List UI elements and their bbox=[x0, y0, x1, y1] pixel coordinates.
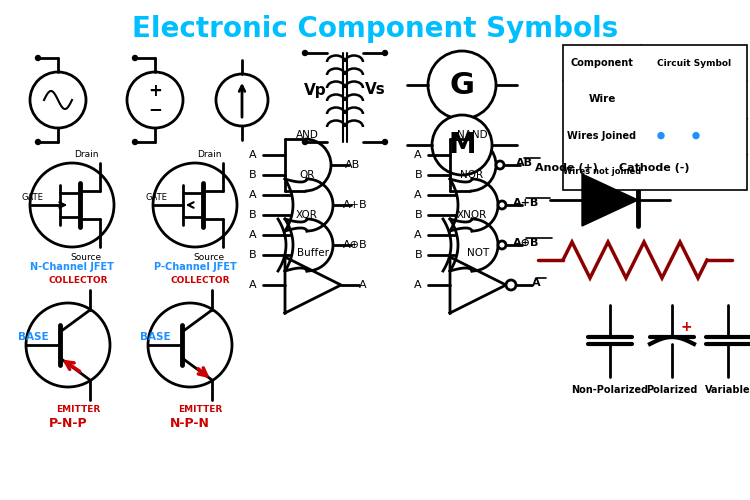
Text: B: B bbox=[249, 210, 257, 220]
Text: Circuit Symbol: Circuit Symbol bbox=[657, 58, 731, 68]
Circle shape bbox=[498, 201, 506, 209]
Text: XNOR: XNOR bbox=[457, 210, 488, 220]
Text: Drain: Drain bbox=[74, 150, 98, 159]
Text: A⊕B: A⊕B bbox=[513, 238, 539, 248]
Text: Component: Component bbox=[571, 58, 634, 68]
Text: Electronic Component Symbols: Electronic Component Symbols bbox=[132, 15, 618, 43]
Text: EMITTER: EMITTER bbox=[56, 405, 100, 414]
Text: COLLECTOR: COLLECTOR bbox=[170, 276, 230, 285]
Circle shape bbox=[496, 161, 504, 169]
Text: A: A bbox=[249, 280, 257, 290]
Text: N-P-N: N-P-N bbox=[170, 417, 210, 430]
Circle shape bbox=[498, 201, 506, 209]
Text: GATE: GATE bbox=[22, 193, 44, 202]
Text: AND: AND bbox=[296, 130, 319, 140]
Text: M: M bbox=[448, 131, 476, 159]
Circle shape bbox=[35, 140, 40, 144]
Text: NAND: NAND bbox=[457, 130, 488, 140]
Text: Vp: Vp bbox=[304, 82, 326, 98]
Text: EMITTER: EMITTER bbox=[178, 405, 222, 414]
Circle shape bbox=[506, 280, 516, 290]
Text: A: A bbox=[249, 230, 257, 240]
Circle shape bbox=[133, 56, 137, 60]
Text: +: + bbox=[148, 82, 162, 100]
Circle shape bbox=[658, 132, 664, 138]
Text: COLLECTOR: COLLECTOR bbox=[48, 276, 108, 285]
Text: XOR: XOR bbox=[296, 210, 318, 220]
Circle shape bbox=[496, 161, 504, 169]
Circle shape bbox=[302, 140, 307, 144]
Text: Wires Joined: Wires Joined bbox=[568, 130, 637, 140]
Circle shape bbox=[428, 51, 496, 119]
Text: BASE: BASE bbox=[18, 332, 49, 342]
Text: GATE: GATE bbox=[145, 193, 166, 202]
Text: A: A bbox=[249, 190, 257, 200]
Text: A+B: A+B bbox=[513, 198, 539, 208]
Bar bbox=[563, 45, 747, 190]
Circle shape bbox=[432, 115, 492, 175]
Text: OR: OR bbox=[299, 170, 315, 180]
Text: G: G bbox=[449, 70, 475, 100]
Circle shape bbox=[382, 140, 388, 144]
Text: B: B bbox=[414, 170, 422, 180]
Text: P-Channel JFET: P-Channel JFET bbox=[154, 262, 236, 272]
Text: Wire: Wire bbox=[588, 94, 616, 104]
Text: A: A bbox=[359, 280, 367, 290]
Text: Cathode (-): Cathode (-) bbox=[619, 163, 689, 173]
Polygon shape bbox=[582, 174, 638, 226]
Text: A: A bbox=[414, 150, 422, 160]
Text: B: B bbox=[414, 210, 422, 220]
Text: Non-Polarized: Non-Polarized bbox=[572, 385, 649, 395]
Text: A+B: A+B bbox=[343, 200, 368, 210]
Text: Polarized: Polarized bbox=[646, 385, 698, 395]
Text: AB: AB bbox=[515, 158, 532, 168]
Circle shape bbox=[216, 74, 268, 126]
Text: Buffer: Buffer bbox=[297, 248, 329, 258]
Circle shape bbox=[30, 72, 86, 128]
Circle shape bbox=[30, 163, 114, 247]
Text: Source: Source bbox=[70, 253, 101, 262]
Text: A: A bbox=[414, 230, 422, 240]
Text: BASE: BASE bbox=[140, 332, 170, 342]
Text: −: − bbox=[148, 100, 162, 118]
Text: N-Channel JFET: N-Channel JFET bbox=[30, 262, 114, 272]
Circle shape bbox=[382, 50, 388, 56]
Text: P-N-P: P-N-P bbox=[49, 417, 87, 430]
Circle shape bbox=[302, 50, 307, 56]
Circle shape bbox=[153, 163, 237, 247]
Text: Vs: Vs bbox=[364, 82, 386, 98]
Text: B: B bbox=[414, 250, 422, 260]
Circle shape bbox=[498, 241, 506, 249]
Text: Wires not joined: Wires not joined bbox=[562, 168, 641, 176]
Circle shape bbox=[127, 72, 183, 128]
Text: NOR: NOR bbox=[460, 170, 484, 180]
Text: A: A bbox=[414, 280, 422, 290]
Text: Source: Source bbox=[194, 253, 224, 262]
Circle shape bbox=[693, 132, 699, 138]
Text: A⊕B: A⊕B bbox=[343, 240, 368, 250]
Text: B: B bbox=[249, 250, 257, 260]
Text: NOT: NOT bbox=[466, 248, 489, 258]
Text: +: + bbox=[680, 320, 692, 334]
Circle shape bbox=[498, 241, 506, 249]
Text: Drain: Drain bbox=[196, 150, 221, 159]
Text: B: B bbox=[249, 170, 257, 180]
Circle shape bbox=[148, 303, 232, 387]
Text: Variable: Variable bbox=[705, 385, 750, 395]
Text: A: A bbox=[414, 190, 422, 200]
Circle shape bbox=[35, 56, 40, 60]
Circle shape bbox=[133, 140, 137, 144]
Text: A: A bbox=[532, 278, 540, 288]
Text: AB: AB bbox=[345, 160, 361, 170]
Text: A: A bbox=[249, 150, 257, 160]
Text: Anode (+): Anode (+) bbox=[535, 163, 598, 173]
Circle shape bbox=[26, 303, 110, 387]
